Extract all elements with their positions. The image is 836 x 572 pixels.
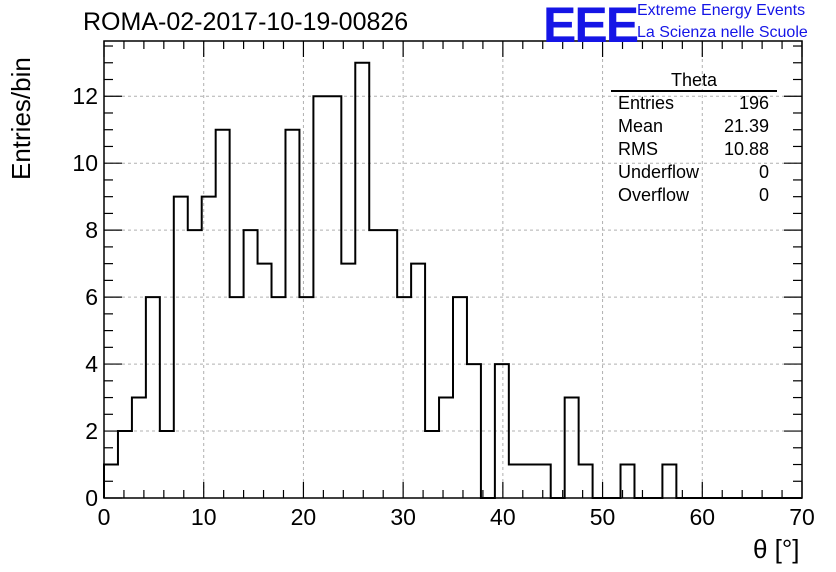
chart-title: ROMA-02-2017-10-19-00826 — [83, 8, 409, 36]
logo-line-2: La Scienza nelle Scuole — [637, 24, 808, 41]
stats-value: 21.39 — [723, 116, 769, 136]
logo-line-1: Extreme Energy Events — [637, 2, 806, 19]
stats-label: Mean — [618, 116, 664, 136]
histogram-steps — [103, 61, 802, 499]
x-tick-label: 0 — [98, 504, 111, 530]
axis-ticks — [103, 41, 803, 499]
x-tick-label: 70 — [789, 504, 815, 530]
x-tick-label: 10 — [191, 504, 217, 530]
x-tick-label: 50 — [590, 504, 616, 530]
x-tick-label: 20 — [291, 504, 317, 530]
stats-label: RMS — [618, 139, 658, 159]
stats-value: 196 — [738, 93, 769, 113]
stats-label: Overflow — [618, 185, 690, 205]
y-tick-label: 4 — [85, 351, 98, 377]
stats-row-mean: Mean 21.39 — [611, 115, 777, 138]
stats-label: Entries — [618, 93, 675, 113]
x-axis-label: θ [°] — [753, 534, 800, 564]
histogram-outline — [103, 61, 802, 499]
y-axis-label: Entries/bin — [6, 57, 36, 180]
y-tick-label: 2 — [85, 418, 98, 444]
x-tick-label: 40 — [490, 504, 516, 530]
stats-value: 0 — [758, 185, 769, 205]
stats-box: Theta Entries 196 Mean 21.39 RMS 10.88 U… — [611, 70, 777, 207]
stats-title: Theta — [611, 70, 777, 92]
stats-label: Underflow — [618, 162, 700, 182]
y-tick-label: 10 — [72, 150, 98, 176]
stats-row-rms: RMS 10.88 — [611, 138, 777, 161]
eee-logo: EEE — [543, 0, 639, 53]
stats-row-overflow: Overflow 0 — [611, 184, 777, 207]
stats-row-entries: Entries 196 — [611, 92, 777, 115]
y-tick-label: 12 — [72, 83, 98, 109]
axis-tick-labels: 0 10 20 30 40 50 60 70 0 2 4 6 8 10 12 — [72, 83, 814, 530]
x-tick-label: 60 — [689, 504, 715, 530]
stats-value: 0 — [758, 162, 769, 182]
plot-frame — [103, 40, 803, 499]
x-tick-label: 30 — [390, 504, 416, 530]
y-tick-label: 8 — [85, 217, 98, 243]
y-tick-label: 0 — [85, 485, 98, 511]
y-tick-label: 6 — [85, 284, 98, 310]
stats-row-underflow: Underflow 0 — [611, 161, 777, 184]
stats-value: 10.88 — [723, 139, 769, 159]
